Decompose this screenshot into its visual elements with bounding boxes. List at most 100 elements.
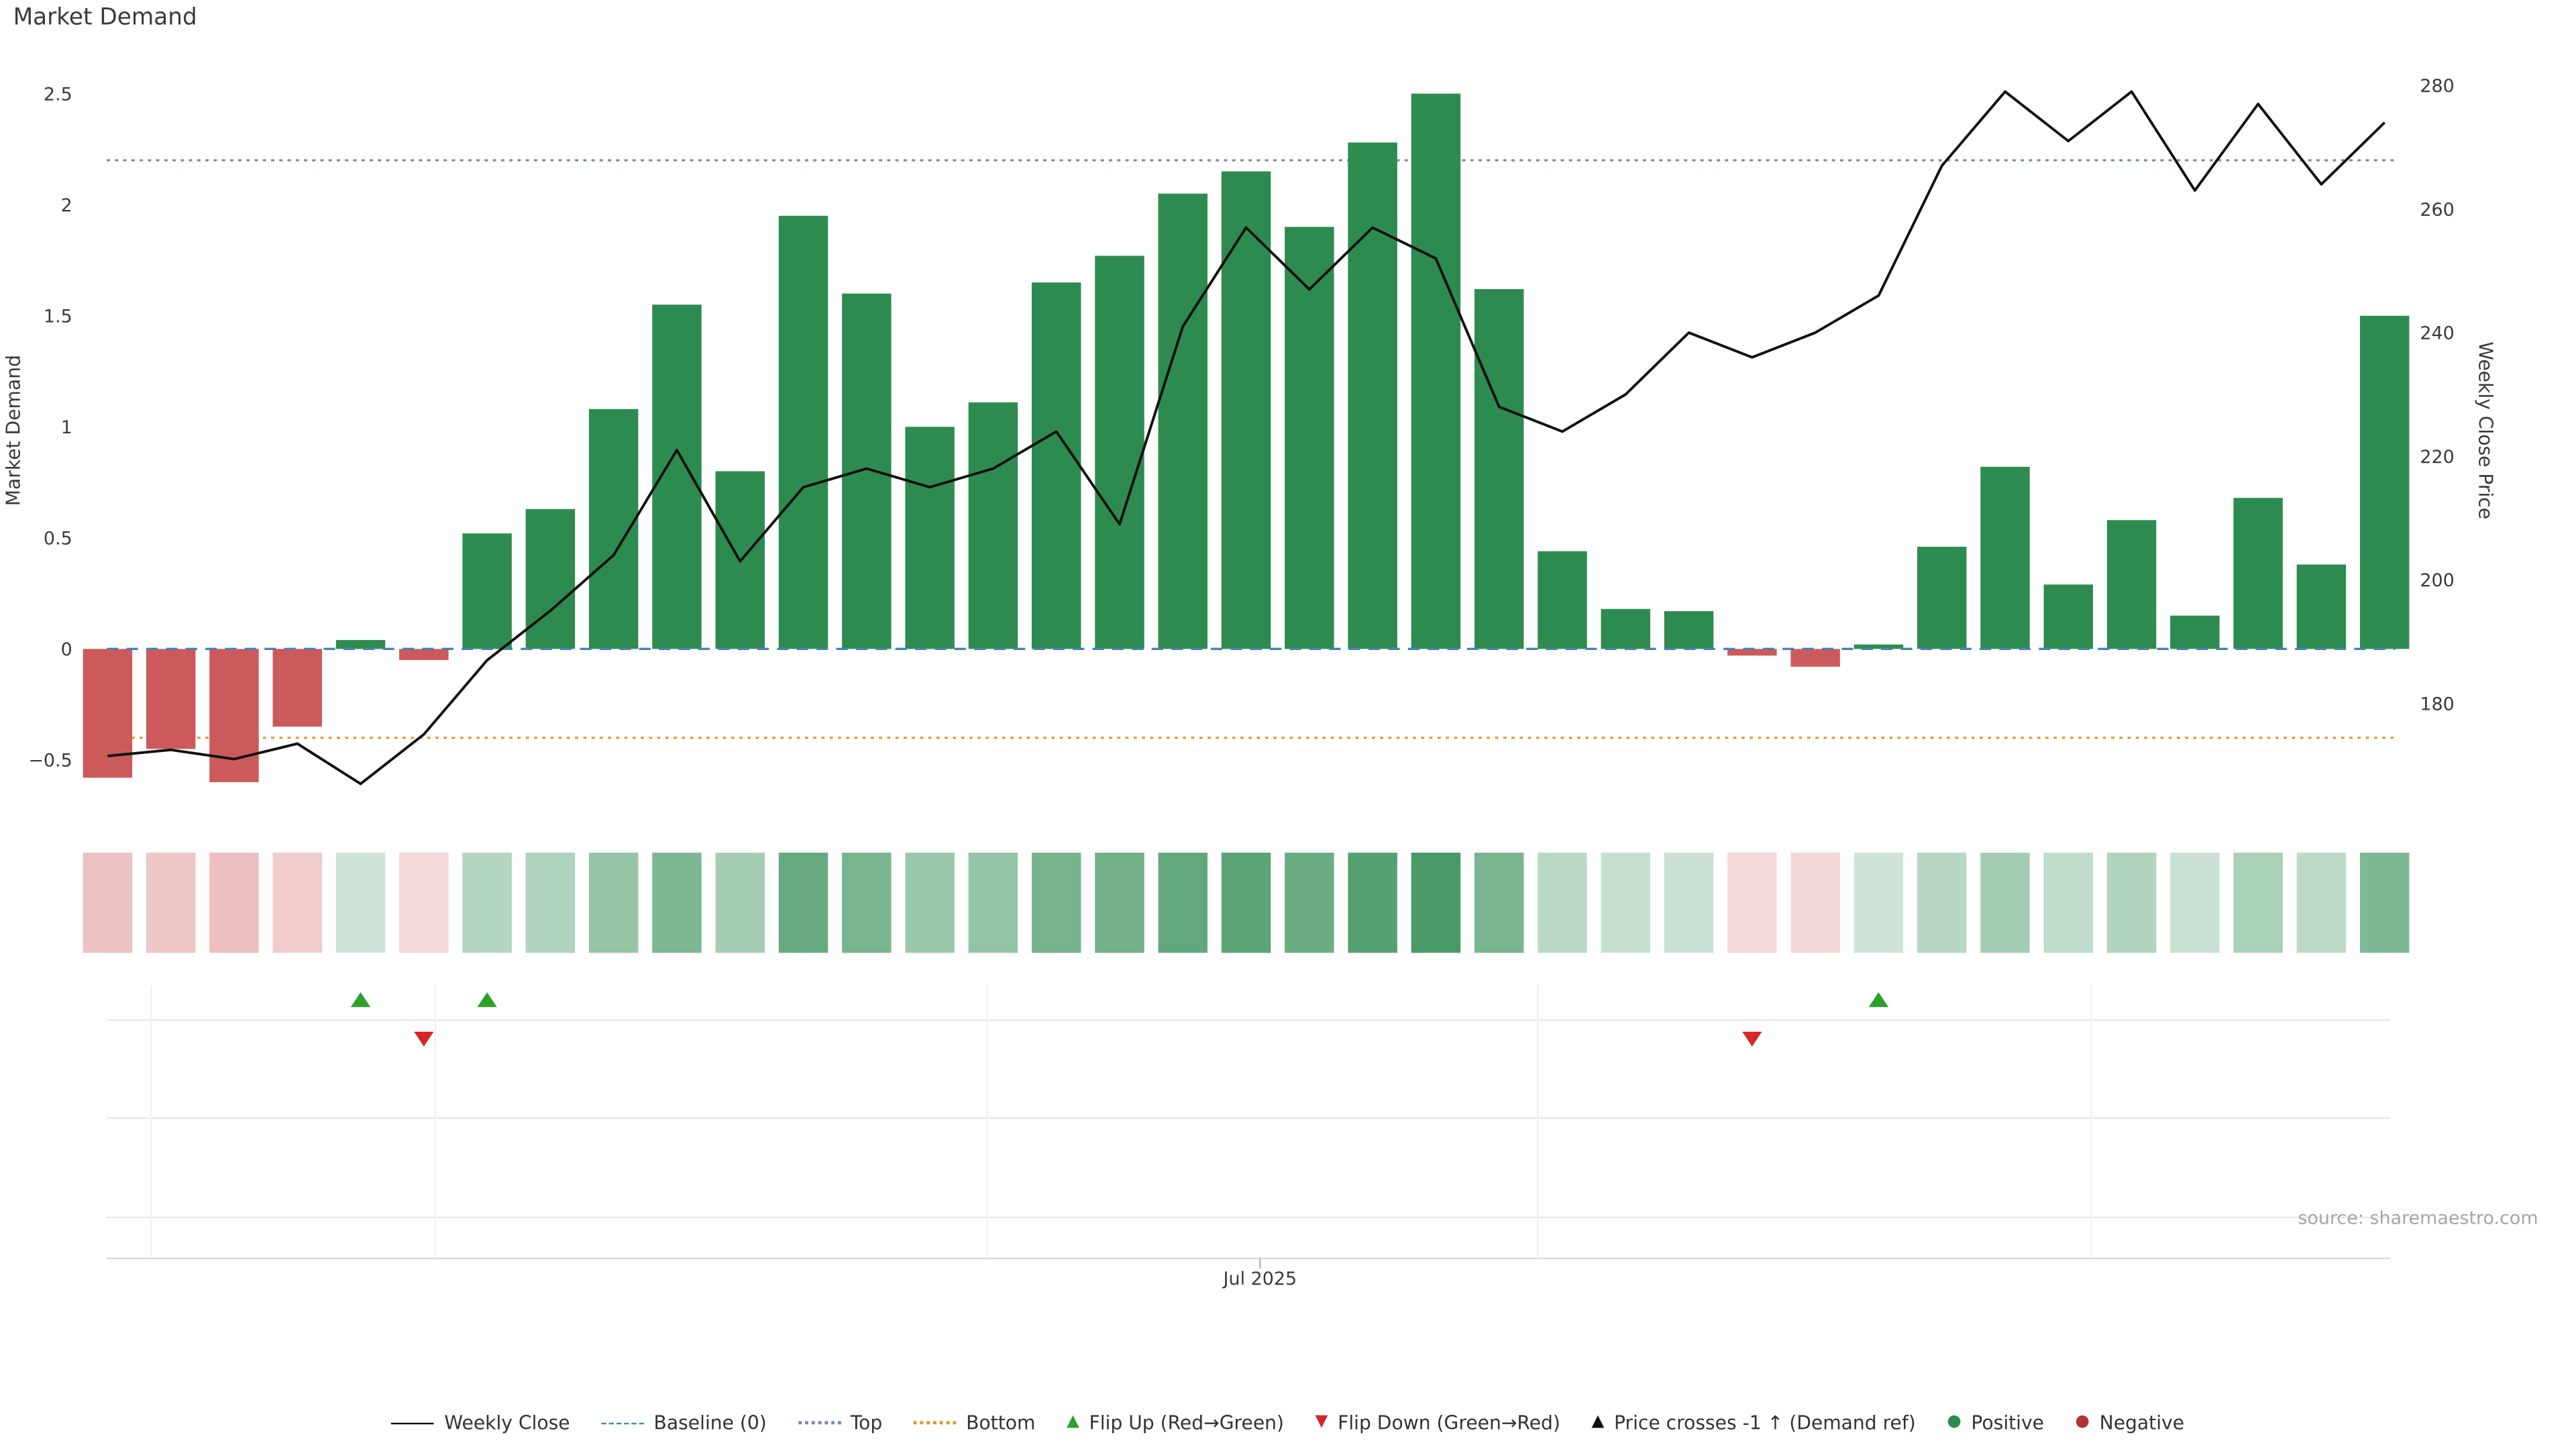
demand-bar-positive[interactable]	[1411, 93, 1461, 649]
heat-strip-cell[interactable]	[1601, 853, 1651, 953]
weekly-close-line[interactable]	[107, 90, 2386, 786]
demand-bar-positive[interactable]	[1031, 282, 1081, 649]
heat-strip-cell[interactable]	[2359, 853, 2410, 953]
heat-strip-cell[interactable]	[1727, 853, 1777, 953]
heat-strip-cell[interactable]	[1095, 853, 1144, 953]
heat-strip-cell[interactable]	[335, 853, 386, 953]
legend-item[interactable]: Weekly Close	[391, 1411, 570, 1434]
demand-bar-positive[interactable]	[1285, 227, 1334, 649]
heat-strip-cell[interactable]	[525, 853, 576, 953]
demand-bar-positive[interactable]	[1158, 193, 1208, 649]
demand-bar-positive[interactable]	[1854, 644, 1904, 649]
demand-bar-positive[interactable]	[525, 508, 576, 649]
demand-bar-positive[interactable]	[1980, 466, 2030, 649]
heat-strip-cell[interactable]	[1790, 853, 1840, 953]
demand-bar-positive[interactable]	[2170, 615, 2220, 649]
heat-strip-cell[interactable]	[778, 853, 828, 953]
heat-strip-cell[interactable]	[588, 853, 639, 953]
heat-strip-cell[interactable]	[462, 853, 512, 953]
left-axis-tick-label: 0	[61, 639, 72, 660]
demand-bar-positive[interactable]	[778, 215, 828, 649]
demand-bar-positive[interactable]	[335, 640, 386, 649]
heat-strip-cell[interactable]	[1538, 853, 1587, 953]
heat-strip-cell[interactable]	[146, 853, 196, 953]
demand-bar-negative[interactable]	[399, 649, 449, 660]
demand-bar-positive[interactable]	[2106, 520, 2157, 649]
legend-label: Flip Down (Green→Red)	[1338, 1411, 1560, 1434]
heat-strip-cell[interactable]	[272, 853, 323, 953]
demand-bar-negative[interactable]	[272, 649, 323, 727]
demand-bar-positive[interactable]	[842, 293, 892, 649]
heat-strip-cell[interactable]	[1917, 853, 1967, 953]
heat-strip-cell[interactable]	[652, 853, 702, 953]
demand-bar-positive[interactable]	[1348, 142, 1397, 649]
legend-item[interactable]: ▲ Price crosses -1 ↑ (Demand ref)	[1591, 1411, 1915, 1434]
left-axis-tick-label: 2	[61, 195, 72, 216]
legend-item[interactable]: ▲ Flip Up (Red→Green)	[1067, 1411, 1284, 1434]
negative-dot-icon: ●	[2075, 1413, 2090, 1432]
demand-bar-positive[interactable]	[2043, 584, 2094, 649]
demand-bar-positive[interactable]	[2359, 315, 2410, 649]
demand-bar-positive[interactable]	[2296, 564, 2347, 649]
bottom-dotted-line-icon	[913, 1421, 957, 1425]
demand-bar-negative[interactable]	[83, 649, 133, 778]
heat-strip-cell[interactable]	[1854, 853, 1904, 953]
demand-bar-positive[interactable]	[2233, 498, 2283, 649]
heat-strip-cell[interactable]	[209, 853, 259, 953]
demand-bar-negative[interactable]	[1790, 649, 1840, 667]
heat-strip-cell[interactable]	[1285, 853, 1334, 953]
flip-down-triangle-icon: ▼	[1315, 1413, 1328, 1432]
heat-strip-cell[interactable]	[1664, 853, 1714, 953]
flip-up-triangle-icon: ▲	[1066, 1413, 1079, 1432]
demand-bar-positive[interactable]	[1917, 547, 1967, 649]
legend-item[interactable]: ▼ Flip Down (Green→Red)	[1316, 1411, 1560, 1434]
heat-strip-cell[interactable]	[1411, 853, 1461, 953]
demand-bar-positive[interactable]	[1538, 551, 1587, 649]
demand-bar-positive[interactable]	[1474, 288, 1524, 649]
heat-strip-cell[interactable]	[83, 853, 133, 953]
legend-label: Price crosses -1 ↑ (Demand ref)	[1614, 1411, 1916, 1434]
heat-strip-cell[interactable]	[842, 853, 892, 953]
heat-strip-cell[interactable]	[1474, 853, 1524, 953]
legend-item[interactable]: ● Negative	[2076, 1411, 2185, 1434]
legend-item[interactable]: Top	[798, 1411, 882, 1434]
heat-strip-cell[interactable]	[968, 853, 1018, 953]
flip-down-marker-icon[interactable]	[1742, 1031, 1762, 1047]
legend-item[interactable]: ● Positive	[1947, 1411, 2044, 1434]
heat-strip-cell[interactable]	[399, 853, 449, 953]
demand-bar-positive[interactable]	[1664, 611, 1714, 649]
right-axis-tick-label: 240	[2420, 323, 2454, 344]
legend-label: Flip Up (Red→Green)	[1089, 1411, 1285, 1434]
heat-strip-cell[interactable]	[1221, 853, 1271, 953]
demand-bar-positive[interactable]	[462, 533, 512, 649]
demand-bar-positive[interactable]	[1601, 608, 1651, 649]
heat-strip-cell[interactable]	[2170, 853, 2220, 953]
heat-strip-cell[interactable]	[1158, 853, 1208, 953]
heat-strip-cell[interactable]	[715, 853, 765, 953]
demand-bar-negative[interactable]	[1727, 649, 1777, 656]
heat-strip-cell[interactable]	[1348, 853, 1397, 953]
heat-strip-cell[interactable]	[2043, 853, 2094, 953]
heat-strip-cell[interactable]	[1980, 853, 2030, 953]
flip-up-marker-icon[interactable]	[1868, 992, 1889, 1008]
demand-bar-positive[interactable]	[905, 427, 955, 649]
heat-strip-cell[interactable]	[2233, 853, 2283, 953]
flip-down-marker-icon[interactable]	[414, 1031, 434, 1047]
left-axis-tick-label: 1	[61, 417, 72, 438]
demand-bar-positive[interactable]	[1095, 256, 1144, 649]
flip-up-marker-icon[interactable]	[477, 992, 497, 1008]
demand-bar-negative[interactable]	[146, 649, 196, 749]
heat-strip-cell[interactable]	[2296, 853, 2347, 953]
legend-label: Top	[850, 1411, 883, 1434]
demand-bar-positive[interactable]	[968, 402, 1018, 649]
legend-item[interactable]: Baseline (0)	[601, 1411, 767, 1434]
heat-strip-cell[interactable]	[905, 853, 955, 953]
right-axis-tick-label: 280	[2420, 76, 2454, 97]
flip-up-marker-icon[interactable]	[350, 992, 371, 1008]
legend-item[interactable]: Bottom	[913, 1411, 1035, 1434]
left-axis-tick-label: −0.5	[28, 751, 72, 771]
heat-strip-cell[interactable]	[1031, 853, 1081, 953]
heat-strip-cell[interactable]	[2106, 853, 2157, 953]
demand-bar-negative[interactable]	[209, 649, 259, 783]
